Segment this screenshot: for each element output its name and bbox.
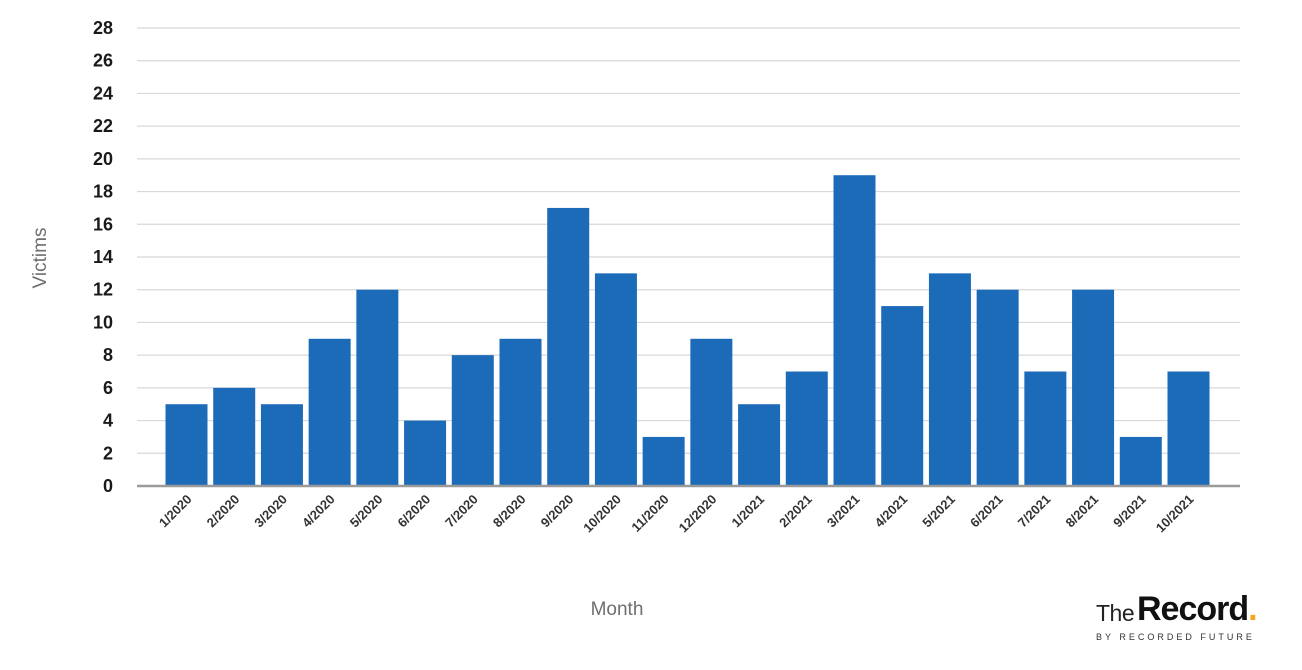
the-record-logo: The Record. BY RECORDED FUTURE bbox=[1090, 590, 1280, 654]
y-tick-label: 2 bbox=[103, 443, 113, 463]
logo-the-text: The bbox=[1096, 600, 1135, 626]
x-tick-label: 1/2021 bbox=[728, 492, 767, 531]
x-tick-label: 12/2020 bbox=[676, 492, 720, 536]
y-tick-label: 26 bbox=[93, 51, 113, 71]
bar-2-2020 bbox=[213, 387, 256, 486]
gridlines bbox=[137, 27, 1240, 454]
bar-5-2021 bbox=[928, 273, 971, 486]
x-tick-label: 8/2021 bbox=[1062, 492, 1101, 531]
logo-record-word: Record bbox=[1137, 590, 1249, 628]
x-tick-label: 10/2020 bbox=[580, 492, 624, 536]
bar-6-2021 bbox=[976, 289, 1019, 486]
logo-subtitle: BY RECORDED FUTURE bbox=[1096, 632, 1255, 642]
y-tick-label: 14 bbox=[93, 247, 113, 267]
y-tick-label: 0 bbox=[103, 476, 113, 496]
bar-1-2020 bbox=[165, 404, 208, 486]
bars bbox=[165, 175, 1210, 486]
y-tick-label: 8 bbox=[103, 345, 113, 365]
bar-12-2020 bbox=[690, 338, 733, 486]
bar-8-2020 bbox=[499, 338, 542, 486]
bar-3-2020 bbox=[260, 404, 303, 486]
x-tick-label: 5/2020 bbox=[347, 492, 386, 531]
x-tick-label: 6/2020 bbox=[394, 492, 433, 531]
y-tick-label: 28 bbox=[93, 18, 113, 38]
logo-dot: . bbox=[1248, 590, 1258, 628]
bar-7-2021 bbox=[1024, 371, 1067, 486]
y-tick-label: 20 bbox=[93, 149, 113, 169]
y-tick-label: 18 bbox=[93, 182, 113, 202]
x-tick-label: 2/2020 bbox=[204, 492, 243, 531]
bar-5-2020 bbox=[356, 289, 399, 486]
bar-3-2021 bbox=[833, 175, 876, 486]
y-tick-label: 4 bbox=[103, 411, 113, 431]
y-tick-label: 6 bbox=[103, 378, 113, 398]
logo-record-text: Record. bbox=[1137, 590, 1258, 629]
x-tick-label: 9/2020 bbox=[538, 492, 577, 531]
bar-2-2021 bbox=[785, 371, 828, 486]
bar-1-2021 bbox=[738, 404, 781, 486]
x-tick-label: 6/2021 bbox=[967, 492, 1006, 531]
x-tick-label: 4/2021 bbox=[872, 492, 911, 531]
y-tick-label: 16 bbox=[93, 214, 113, 234]
x-tick-labels: 1/2020 2/2020 3/2020 4/2020 5/2020 6/2020 7/20… bbox=[156, 492, 1197, 536]
y-tick-label: 10 bbox=[93, 312, 113, 332]
y-tick-label: 22 bbox=[93, 116, 113, 136]
bar-11-2020 bbox=[642, 436, 685, 486]
bar-10-2020 bbox=[594, 273, 637, 486]
x-tick-label: 1/2020 bbox=[156, 492, 195, 531]
bar-9-2021 bbox=[1119, 436, 1162, 486]
x-tick-label: 4/2020 bbox=[299, 492, 338, 531]
y-tick-label: 24 bbox=[93, 83, 113, 103]
x-tick-label: 7/2020 bbox=[442, 492, 481, 531]
x-tick-label: 11/2020 bbox=[628, 492, 671, 535]
x-tick-label: 3/2021 bbox=[824, 492, 863, 531]
bar-6-2020 bbox=[404, 420, 447, 486]
x-tick-label: 5/2021 bbox=[919, 492, 958, 531]
x-tick-label: 9/2021 bbox=[1110, 492, 1149, 531]
x-tick-label: 10/2021 bbox=[1153, 492, 1197, 536]
x-tick-label: 8/2020 bbox=[490, 492, 529, 531]
bar-4-2020 bbox=[308, 338, 351, 486]
bar-4-2021 bbox=[881, 306, 924, 486]
bar-8-2021 bbox=[1072, 289, 1115, 486]
y-axis-label: Victims bbox=[30, 228, 51, 289]
bar-10-2021 bbox=[1167, 371, 1210, 486]
x-tick-label: 7/2021 bbox=[1015, 492, 1054, 531]
bar-7-2020 bbox=[451, 355, 494, 486]
bar-9-2020 bbox=[547, 207, 590, 486]
x-axis-label: Month bbox=[591, 599, 644, 620]
x-tick-label: 2/2021 bbox=[776, 492, 815, 531]
x-tick-label: 3/2020 bbox=[251, 492, 290, 531]
y-tick-label: 12 bbox=[93, 280, 113, 300]
